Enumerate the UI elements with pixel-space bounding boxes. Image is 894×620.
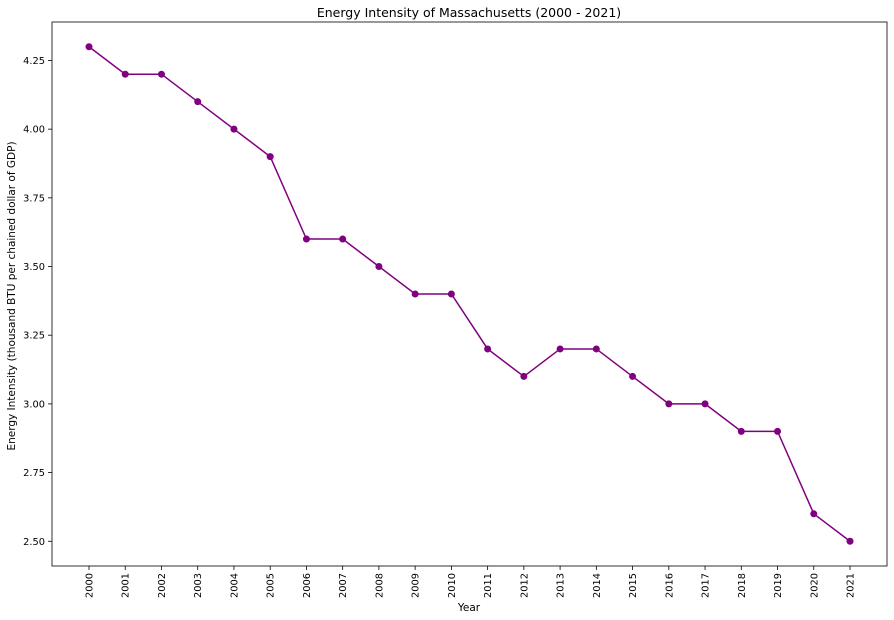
x-tick-label: 2013 <box>556 573 567 598</box>
x-tick-label: 2007 <box>338 573 349 598</box>
x-tick-label: 2014 <box>592 573 603 598</box>
x-tick-label: 2019 <box>773 573 784 598</box>
data-point <box>846 537 854 545</box>
y-tick-label: 3.75 <box>23 193 45 204</box>
data-point <box>121 70 129 78</box>
data-point <box>302 235 310 243</box>
data-point <box>230 125 238 133</box>
y-axis-label: Energy Intensity (thousand BTU per chain… <box>6 141 18 450</box>
x-tick-label: 2008 <box>374 573 385 598</box>
data-point <box>375 263 383 271</box>
y-tick-label: 2.50 <box>23 537 45 548</box>
data-point <box>556 345 564 353</box>
data-point <box>701 400 709 408</box>
x-tick-label: 2003 <box>193 573 204 598</box>
data-point <box>339 235 347 243</box>
data-point <box>737 427 745 435</box>
x-tick-label: 2006 <box>302 573 313 598</box>
x-tick-label: 2004 <box>229 573 240 598</box>
x-tick-label: 2012 <box>519 573 530 598</box>
data-point <box>629 372 637 380</box>
y-tick-label: 4.25 <box>23 56 45 67</box>
x-tick-label: 2011 <box>483 573 494 598</box>
data-point <box>447 290 455 298</box>
plot-area: 2.502.753.003.253.503.754.004.25 2000 200… <box>23 21 888 598</box>
x-tick-label: 2009 <box>411 573 422 598</box>
y-tick-label: 3.00 <box>23 399 45 410</box>
chart-title: Energy Intensity of Massachusetts (2000 … <box>317 5 621 20</box>
data-point <box>810 510 818 518</box>
x-tick-label: 2020 <box>809 573 820 598</box>
data-point <box>411 290 419 298</box>
y-tick-label: 4.00 <box>23 125 45 136</box>
data-point <box>85 43 93 51</box>
y-tick-label: 2.75 <box>23 468 45 479</box>
x-tick-label: 2005 <box>266 573 277 598</box>
data-point <box>774 427 782 435</box>
x-tick-label: 2010 <box>447 573 458 598</box>
y-tick-label: 3.50 <box>23 262 45 273</box>
data-point <box>266 153 274 161</box>
x-axis: 2000 2001 2002 2003 2004 2005 2006 2007 2008 2009… <box>85 566 857 598</box>
x-tick-label: 2021 <box>846 573 857 598</box>
x-tick-label: 2015 <box>628 573 639 598</box>
x-tick-label: 2018 <box>737 573 748 598</box>
x-axis-label: Year <box>457 602 481 614</box>
x-tick-label: 2002 <box>157 573 168 598</box>
data-point <box>592 345 600 353</box>
x-tick-label: 2017 <box>701 573 712 598</box>
series-line <box>88 46 851 542</box>
data-point <box>665 400 673 408</box>
data-series <box>85 43 854 545</box>
y-tick-label: 3.25 <box>23 331 45 342</box>
x-tick-label: 2016 <box>664 573 675 598</box>
y-axis: 2.50 2.75 3.00 3.25 3.50 3.75 4.00 4.25 <box>23 56 52 548</box>
plot-frame <box>51 21 888 567</box>
data-point <box>520 372 528 380</box>
data-point <box>194 98 202 106</box>
x-tick-label: 2000 <box>85 573 96 598</box>
data-point <box>157 70 165 78</box>
data-point <box>484 345 492 353</box>
x-tick-label: 2001 <box>121 573 132 598</box>
